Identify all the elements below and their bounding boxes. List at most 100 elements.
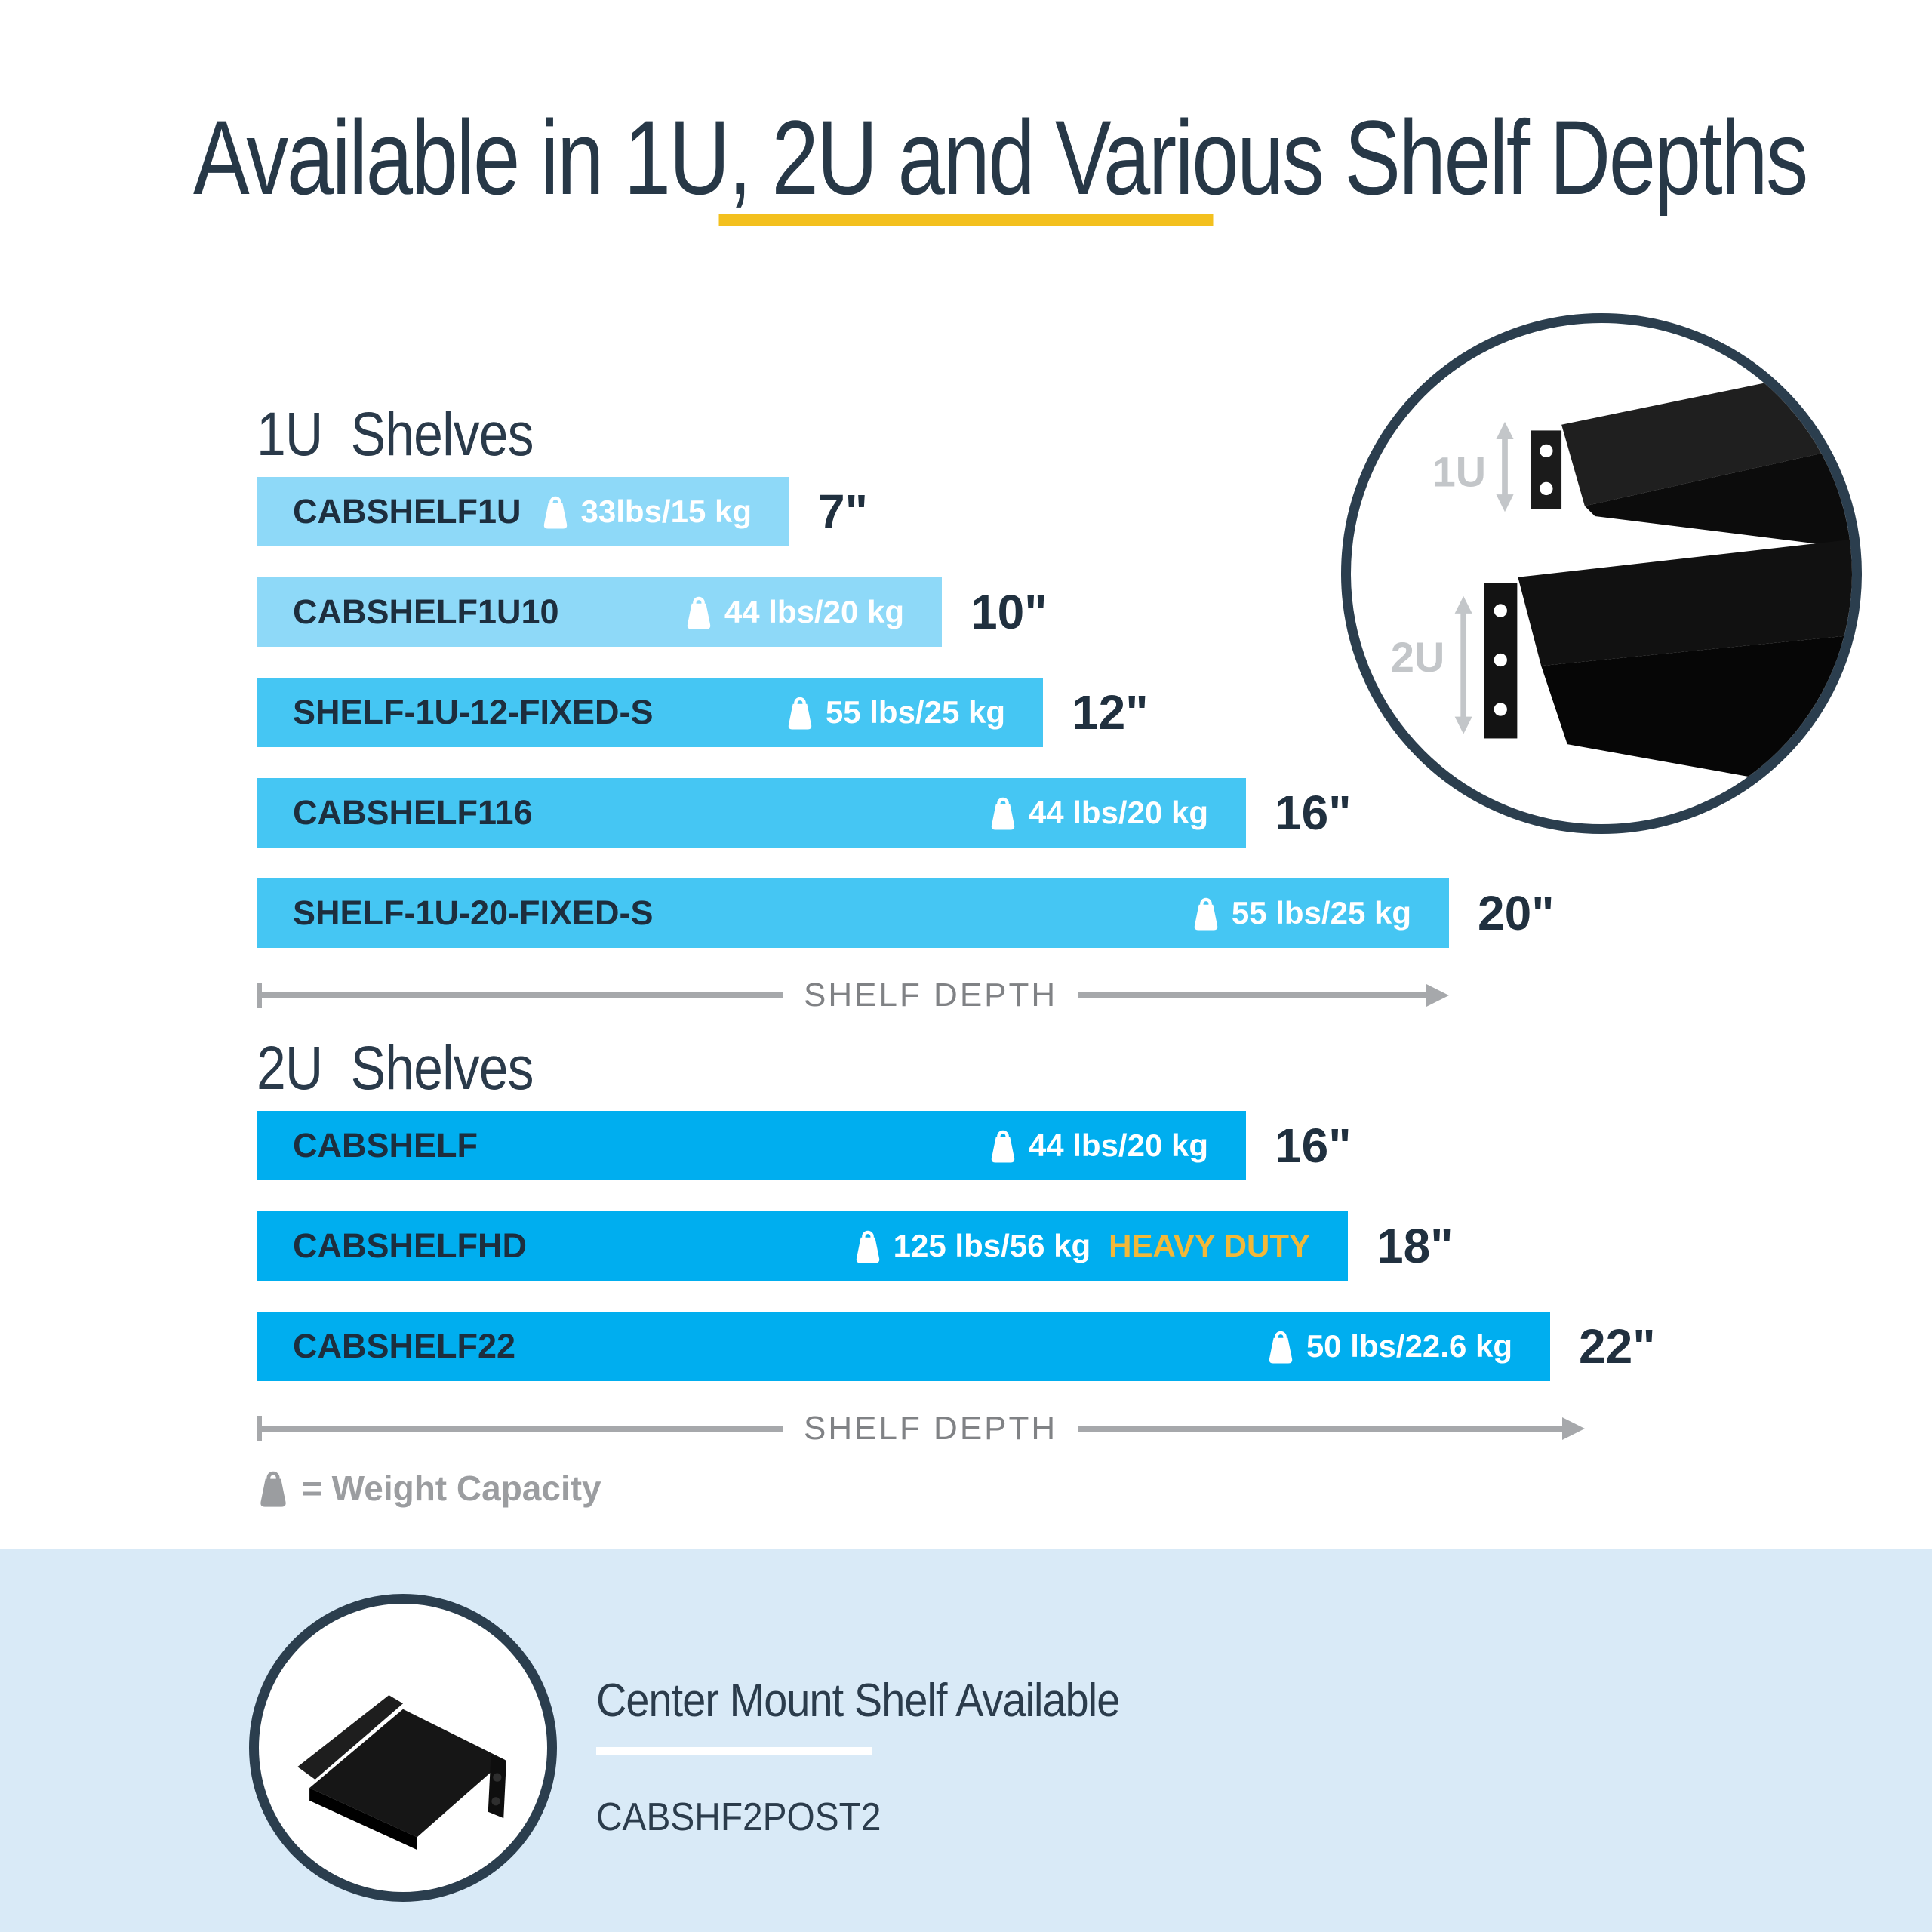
- shelf-depth-value: 18": [1377, 1219, 1454, 1273]
- inset-label-1u: 1U: [1432, 448, 1486, 496]
- weight-capacity-text: 55 lbs/25 kg: [1231, 895, 1411, 931]
- shelf-photo-inset-circle: 1U 2U: [1341, 313, 1862, 834]
- section-2u-shelves: 2U Shelves CABSHELF 44 lbs/20 kg 16" CAB…: [257, 1026, 1656, 1447]
- arrow-down-icon: [1496, 494, 1514, 512]
- weight-capacity-text: 50 lbs/22.6 kg: [1306, 1328, 1512, 1364]
- mounting-hole: [1494, 703, 1507, 716]
- axis-arrowhead-icon: [1426, 984, 1449, 1007]
- weight-capacity-text: 44 lbs/20 kg: [1028, 1128, 1208, 1163]
- weight-icon: [1266, 1328, 1296, 1364]
- weight-icon: [540, 494, 571, 530]
- weight-capacity: 55 lbs/25 kg: [1191, 895, 1411, 931]
- shelf-bar: SHELF-1U-20-FIXED-S 55 lbs/25 kg: [257, 878, 1449, 948]
- weight-icon: [988, 795, 1018, 831]
- weight-capacity: 33lbs/15 kg: [540, 494, 752, 530]
- center-mount-shelf-circle: [249, 1594, 557, 1902]
- shelf-model-label: CABSHELF1U10: [293, 592, 559, 631]
- title-underline-accent: [718, 214, 1214, 226]
- shelf-bar: CABSHELFHD 125 lbs/56 kg HEAVY DUTY: [257, 1211, 1348, 1281]
- center-mount-shelf-image: [297, 1695, 506, 1850]
- shelf-model-label: CABSHELF1U: [293, 492, 521, 531]
- shelf-model-label: CABSHELF22: [293, 1327, 516, 1365]
- weight-capacity: 44 lbs/20 kg: [988, 1128, 1208, 1164]
- shelf-depth-value: 22": [1579, 1319, 1656, 1374]
- weight-capacity-text: 44 lbs/20 kg: [1028, 795, 1208, 830]
- shelf-bar: CABSHELF1U10 44 lbs/20 kg: [257, 577, 942, 647]
- axis-left-cap: [257, 983, 262, 1008]
- weight-capacity-text: 44 lbs/20 kg: [724, 594, 904, 629]
- shelf-depth-value: 16": [1275, 1118, 1352, 1173]
- shelf-model-label: SHELF-1U-20-FIXED-S: [293, 894, 654, 932]
- weight-capacity: 50 lbs/22.6 kg: [1266, 1328, 1512, 1364]
- shelf-bar-row: CABSHELF116 44 lbs/20 kg 16": [257, 778, 1555, 848]
- mounting-hole: [1494, 653, 1507, 667]
- lower-shelf-top-face: [1518, 539, 1852, 666]
- shelf-bar-row: CABSHELF1U 33lbs/15 kg 7": [257, 477, 1555, 546]
- shelf-bar-row: CABSHELF 44 lbs/20 kg 16": [257, 1111, 1656, 1180]
- axis-line: [1078, 992, 1426, 998]
- shelf-model-label: SHELF-1U-12-FIXED-S: [293, 693, 654, 731]
- axis-label: SHELF DEPTH: [804, 977, 1058, 1014]
- shelf-model-label: CABSHELF: [293, 1126, 478, 1164]
- shelf-bar: CABSHELF22 50 lbs/22.6 kg: [257, 1312, 1550, 1381]
- shelf-left-flap: [297, 1695, 403, 1780]
- shelf-bar: CABSHELF 44 lbs/20 kg: [257, 1111, 1246, 1180]
- shelf-depth-axis-1u: SHELF DEPTH: [257, 977, 1449, 1014]
- page-title: Available in 1U, 2U and Various Shelf De…: [193, 98, 1808, 217]
- mounting-hole: [1540, 444, 1553, 458]
- footer-model-number: CABSHF2POST2: [596, 1795, 881, 1839]
- section-1u-shelves: 1U Shelves CABSHELF1U 33lbs/15 kg 7" CAB…: [257, 392, 1555, 1014]
- shelf-bar: SHELF-1U-12-FIXED-S 55 lbs/25 kg: [257, 678, 1043, 747]
- section-heading-2u: 2U Shelves: [257, 1034, 534, 1103]
- upper-shelf-bracket: [1531, 430, 1562, 509]
- shelf-bar-row: CABSHELFHD 125 lbs/56 kg HEAVY DUTY 18": [257, 1211, 1656, 1281]
- shelf-model-label: CABSHELFHD: [293, 1226, 527, 1265]
- shelf-depth-value: 12": [1072, 685, 1149, 740]
- shelf-front-edge: [309, 1788, 417, 1850]
- shelf-bar-row: CABSHELF1U10 44 lbs/20 kg 10": [257, 577, 1555, 647]
- weight-capacity-text: 125 lbs/56 kg: [893, 1228, 1091, 1263]
- weight-capacity: 44 lbs/20 kg: [988, 795, 1208, 831]
- shelf-bar: CABSHELF1U 33lbs/15 kg: [257, 477, 789, 546]
- upper-shelf-top-face: [1561, 368, 1852, 506]
- section-heading-1u: 1U Shelves: [257, 400, 534, 469]
- weight-icon: [1191, 895, 1221, 931]
- heavy-duty-badge: HEAVY DUTY: [1109, 1228, 1310, 1263]
- shelf-bar-row: SHELF-1U-20-FIXED-S 55 lbs/25 kg 20": [257, 878, 1555, 948]
- shelf-depth-value: 20": [1478, 886, 1555, 940]
- weight-capacity: 44 lbs/20 kg: [684, 594, 904, 630]
- bar-chart-1u: CABSHELF1U 33lbs/15 kg 7" CABSHELF1U10 4…: [257, 477, 1555, 948]
- arrow-up-icon: [1454, 595, 1472, 614]
- weight-capacity-text: 55 lbs/25 kg: [825, 694, 1005, 730]
- weight-icon: [988, 1128, 1018, 1164]
- weight-icon: [684, 594, 714, 630]
- weight-icon: [257, 1469, 290, 1508]
- rack-shelves-photo: 1U 2U: [1391, 368, 1852, 795]
- axis-line: [262, 992, 783, 998]
- footer-title: Center Mount Shelf Available: [596, 1675, 1120, 1727]
- axis-arrowhead-icon: [1562, 1417, 1585, 1440]
- axis-line: [262, 1426, 783, 1432]
- weight-capacity-legend: = Weight Capacity: [257, 1468, 601, 1509]
- weight-capacity: 55 lbs/25 kg: [785, 694, 1005, 731]
- weight-capacity-text: 33lbs/15 kg: [580, 494, 752, 529]
- arrow-down-icon: [1454, 716, 1472, 734]
- upper-shelf-front-face: [1584, 446, 1852, 549]
- shelf-deck: [309, 1709, 506, 1838]
- axis-label: SHELF DEPTH: [804, 1410, 1058, 1447]
- shelf-bar-row: SHELF-1U-12-FIXED-S 55 lbs/25 kg 12": [257, 678, 1555, 747]
- weight-icon: [785, 694, 815, 731]
- shelf-model-label: CABSHELF116: [293, 793, 533, 832]
- bar-chart-2u: CABSHELF 44 lbs/20 kg 16" CABSHELFHD 125…: [257, 1111, 1656, 1381]
- shelf-depth-value: 16": [1275, 786, 1352, 840]
- shelf-bracket-post: [488, 1755, 506, 1819]
- bolt: [491, 1797, 500, 1806]
- mounting-hole: [1494, 604, 1507, 617]
- shelf-depth-value: 10": [971, 585, 1048, 639]
- shelf-bar: CABSHELF116 44 lbs/20 kg: [257, 778, 1246, 848]
- weight-icon: [853, 1228, 883, 1264]
- footer-underline-accent: [596, 1747, 872, 1755]
- weight-capacity: 125 lbs/56 kg HEAVY DUTY: [853, 1228, 1310, 1264]
- axis-left-cap: [257, 1416, 262, 1441]
- inset-label-2u: 2U: [1391, 633, 1444, 681]
